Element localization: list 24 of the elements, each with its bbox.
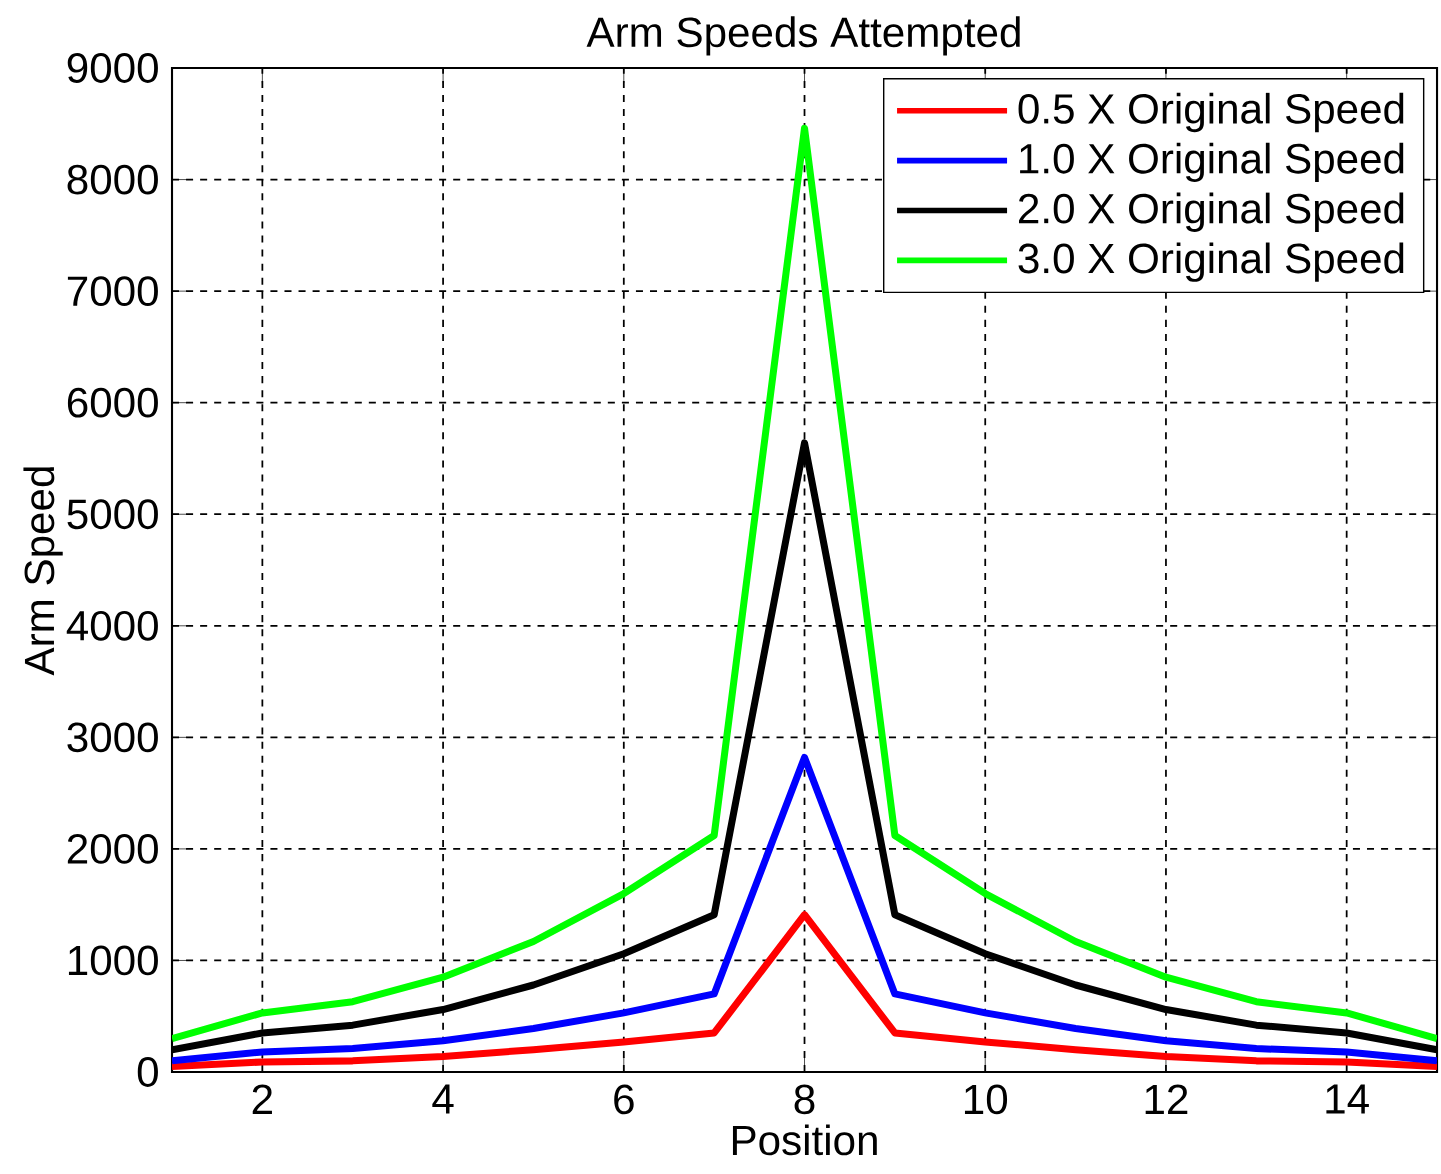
x-axis-title: Position [732,1124,877,1156]
legend-label: 2.0 X Original Speed [1019,192,1404,232]
chart-title: Arm Speeds Attempted [586,16,1020,56]
y-tick-label: 3000 [67,722,158,753]
y-tick-label: 4000 [66,610,158,641]
y-tick-label: 6000 [67,387,158,418]
legend-label: 3.0 X Original Speed [1018,242,1404,282]
x-tick-label: 8 [794,1084,815,1115]
x-tick-label: 6 [614,1084,634,1115]
x-tick-label: 2 [252,1084,272,1114]
x-tick-label: 10 [964,1084,1008,1115]
x-tick-label: 12 [1145,1084,1188,1114]
y-tick-label: 2000 [67,833,158,864]
y-tick-label: 7000 [67,276,158,307]
y-tick-label: 1000 [68,945,158,976]
y-tick-label: 9000 [67,53,158,83]
y-axis-title: Arm Speed [23,467,63,676]
legend-label: 0.5 X Original Speed [1018,92,1404,133]
x-tick-label: 4 [432,1084,454,1114]
x-tick-label: 14 [1326,1084,1369,1114]
y-tick-label: 5000 [67,499,158,530]
y-tick-label: 0 [137,1057,158,1087]
legend-label: 1.0 X Original Speed [1020,142,1404,183]
y-tick-label: 8000 [67,164,158,195]
